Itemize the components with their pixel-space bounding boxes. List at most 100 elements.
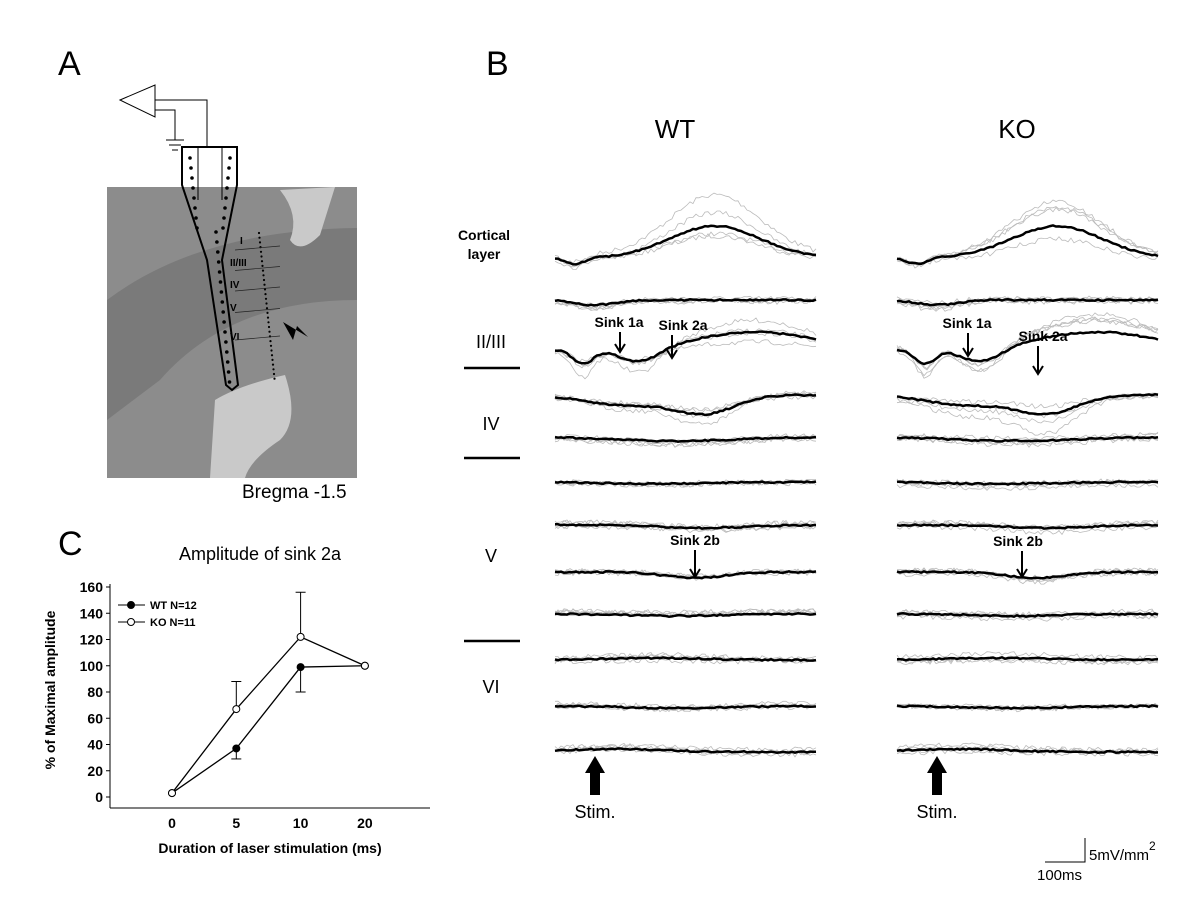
site [226, 370, 231, 374]
site [258, 236, 261, 239]
site [260, 255, 263, 258]
site [257, 231, 261, 235]
site [193, 206, 197, 210]
trace-trial [896, 298, 1159, 312]
y-tick-label: 20 [87, 763, 103, 779]
scale-y-sup: 2 [1149, 839, 1156, 853]
site [222, 320, 226, 324]
y-tick-label: 60 [87, 710, 103, 726]
site [268, 330, 271, 333]
scale-y-text: 5mV/mm [1089, 847, 1149, 864]
trace-mean [554, 393, 817, 417]
marker [296, 663, 305, 672]
site [261, 264, 264, 267]
site [264, 297, 268, 300]
legend-marker [127, 618, 135, 626]
bregma-label: Bregma -1.5 [242, 482, 347, 503]
traces: II/III IV V VI WT Stim. Sink 1a Sink 2a Sink 2b K… [464, 114, 1159, 822]
site [225, 186, 229, 190]
trace-mean [896, 480, 1159, 486]
trace-trial [896, 317, 1159, 371]
marker [168, 789, 176, 798]
slice-layer: I [240, 236, 243, 247]
site [270, 354, 274, 357]
site [225, 360, 230, 364]
electrode [181, 146, 240, 392]
x-tick-label: 20 [357, 815, 373, 831]
x-tick-label: 10 [293, 815, 309, 831]
scale-x-label: 100ms [1037, 867, 1082, 884]
site [266, 316, 270, 319]
trace-trial [896, 295, 1159, 305]
site [273, 377, 276, 380]
trace-trial [896, 312, 1159, 377]
arrowhead [283, 322, 308, 340]
trace-trial [896, 608, 1158, 617]
electrode-sites [188, 156, 276, 384]
slice-layer-line [234, 245, 281, 251]
site [224, 340, 228, 344]
y-axis-label: % of Maximal amplitude [42, 610, 58, 769]
trace-mean [555, 224, 817, 266]
trace-trial [896, 436, 1159, 448]
panel-label: C [58, 525, 83, 563]
trace-trial [554, 742, 817, 753]
site [216, 260, 221, 264]
site [228, 156, 232, 160]
site [218, 280, 223, 284]
site [261, 269, 265, 272]
layer-label: IV [482, 414, 499, 434]
site [221, 310, 225, 314]
scale-y-label: 5mV/mm2 [1089, 839, 1156, 864]
site [215, 240, 219, 244]
site [216, 250, 220, 254]
trace-mean [554, 569, 817, 580]
trace-mean [554, 435, 817, 443]
slice-layer: VI [230, 332, 240, 343]
slice-layer-labels: I II/III IV V VI [230, 236, 281, 343]
site [272, 372, 276, 376]
slice-layer-line [234, 335, 281, 341]
site [269, 340, 272, 343]
trace-trial [896, 524, 1159, 536]
sink-label: Sink 2a [658, 317, 707, 333]
site [265, 307, 269, 310]
site [272, 368, 275, 371]
trace-mean [554, 656, 817, 662]
x-tick-label: 0 [168, 815, 176, 831]
sink-arrowhead [1016, 568, 1028, 579]
slice-layer-line [234, 308, 281, 313]
y-tick-label: 80 [87, 684, 103, 700]
sink-label: Sink 1a [594, 314, 643, 330]
trace-mean [896, 655, 1159, 662]
slice-layer-line [234, 286, 281, 292]
marker [360, 661, 369, 670]
site [265, 302, 268, 305]
chart: C Amplitude of sink 2a Duration of laser s… [42, 525, 430, 856]
site [260, 260, 264, 263]
trace-trial [896, 482, 1159, 491]
trace-mean [896, 224, 1159, 266]
site [263, 288, 267, 291]
trace-mean [896, 523, 1159, 530]
sink-label: Sink 1a [942, 315, 991, 331]
marker [232, 744, 241, 753]
trace-mean [555, 612, 817, 618]
cortex-band [107, 228, 357, 420]
site [189, 166, 193, 170]
trace-trial [896, 199, 1158, 269]
series-line [171, 665, 365, 794]
layer-label: V [485, 546, 497, 566]
y-tick-label: 120 [80, 632, 104, 648]
slice-layer: V [230, 303, 237, 314]
site [224, 196, 228, 200]
site [192, 196, 196, 200]
trace-trial [554, 192, 817, 268]
site [269, 344, 273, 347]
sink-arrowhead [614, 343, 626, 354]
trace-trial [897, 567, 1159, 582]
site [227, 380, 232, 384]
site [264, 293, 267, 296]
series-line [171, 636, 366, 794]
site [226, 176, 230, 180]
